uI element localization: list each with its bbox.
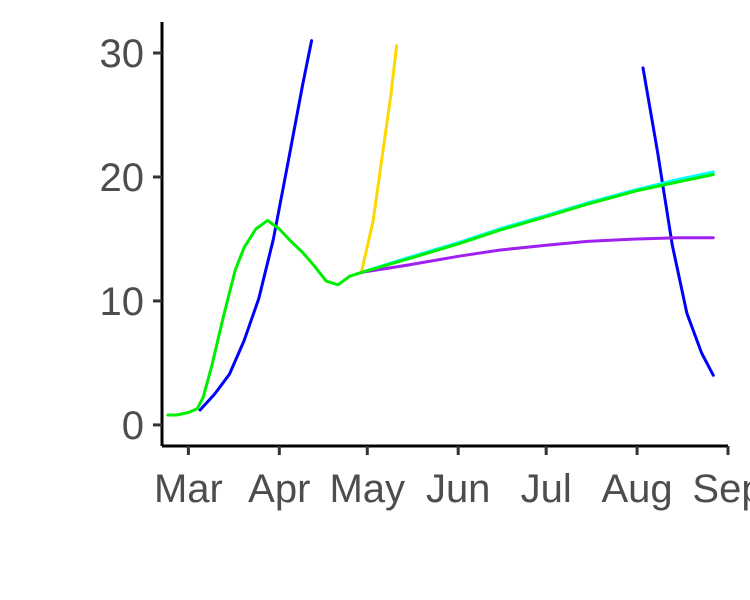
y-axis-ticks: 0 10 20 30 <box>100 32 162 448</box>
x-tick-label: Apr <box>248 467 310 511</box>
series-line-3 <box>359 44 399 274</box>
y-tick-label: 20 <box>100 156 145 200</box>
series-line-5 <box>359 236 715 274</box>
series-line-1 <box>198 39 314 412</box>
x-tick-label: Aug <box>602 467 673 511</box>
y-tick-label: 10 <box>100 280 145 324</box>
series-line-2 <box>641 66 715 377</box>
series-layer <box>166 39 715 417</box>
series-line-6 <box>166 173 715 417</box>
x-tick-label: Mar <box>154 467 223 511</box>
y-tick-label: 30 <box>100 32 145 76</box>
x-axis-ticks: Mar Apr May Jun Jul Aug Sep <box>154 446 750 511</box>
x-tick-label: Jul <box>521 467 572 511</box>
axes-layer <box>160 22 728 448</box>
x-tick-label: May <box>329 467 405 511</box>
x-tick-label: Jun <box>426 467 491 511</box>
x-tick-label: Sep <box>692 467 750 511</box>
y-tick-label: 0 <box>122 404 144 448</box>
